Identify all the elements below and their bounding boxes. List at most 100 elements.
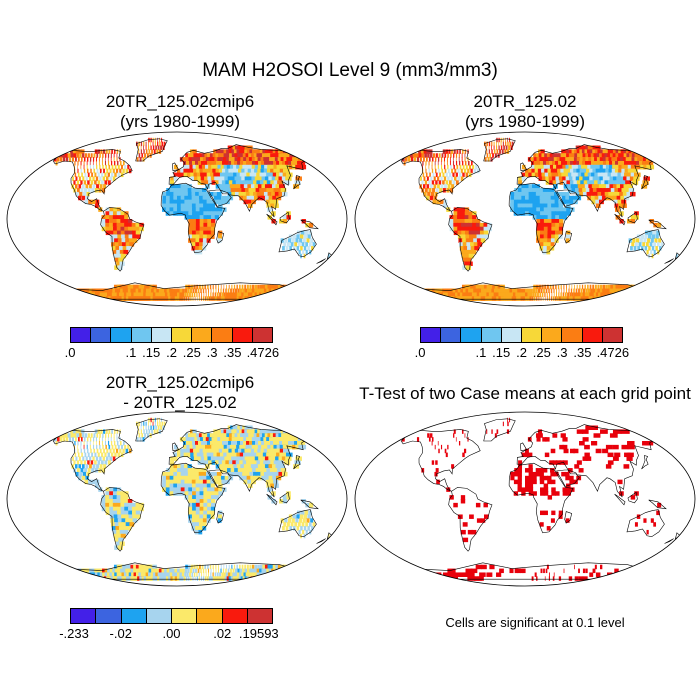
map-panel-case1 xyxy=(6,131,348,307)
panel-4-title: T-Test of two Case means at each grid po… xyxy=(350,384,700,404)
colorbar-swatch xyxy=(151,328,173,342)
panel-1-title: 20TR_125.02cmip6 (yrs 1980-1999) xyxy=(30,92,330,132)
coastline xyxy=(448,487,493,552)
coastline xyxy=(556,189,580,207)
coastline xyxy=(208,469,232,487)
coastline xyxy=(627,211,638,224)
figure-title: MAM H2OSOI Level 9 (mm3/mm3) xyxy=(202,60,498,81)
coastline xyxy=(135,138,168,162)
colorbar-swatch xyxy=(562,328,583,342)
coastline xyxy=(508,182,574,254)
colorbar-swatch xyxy=(172,609,198,623)
colorbar-tick-label: .35 xyxy=(223,345,242,360)
coastline xyxy=(627,491,638,504)
coastline xyxy=(316,258,326,264)
coastline xyxy=(564,231,573,244)
coastline xyxy=(626,509,665,538)
colorbar-swatch xyxy=(96,609,122,623)
coastline xyxy=(400,429,481,492)
colorbar-swatch xyxy=(542,328,563,342)
coastline xyxy=(641,175,649,190)
colorbar-swatch xyxy=(197,609,223,623)
coastline xyxy=(278,229,317,258)
coastline xyxy=(100,487,145,552)
colorbar-swatch xyxy=(247,609,272,623)
map-field-cells xyxy=(53,137,330,301)
colorbar-tick-label: .3 xyxy=(556,345,568,360)
coastline xyxy=(279,211,290,224)
coastline xyxy=(293,175,301,190)
colorbar-tick-label: .1 xyxy=(475,345,487,360)
coastline xyxy=(168,424,307,498)
map-field-cells xyxy=(401,137,678,301)
colorbar-tick-label: -.02 xyxy=(109,626,132,641)
colorbar-swatch xyxy=(212,328,233,342)
panel-2-title-line1: 20TR_125.02 xyxy=(473,92,577,111)
colorbar-swatch xyxy=(71,328,92,342)
coastline xyxy=(564,511,573,524)
coastline xyxy=(279,491,290,504)
coastline xyxy=(316,538,326,544)
coastline xyxy=(300,219,319,230)
coastline xyxy=(408,282,643,300)
colorbar-tick-label: .2 xyxy=(166,345,177,360)
map-border xyxy=(354,411,696,587)
panel-3-title: 20TR_125.02cmip6 - 20TR_125.02 xyxy=(30,373,330,413)
coastline xyxy=(172,162,180,172)
colorbar-tick-label: .02 xyxy=(213,626,232,641)
panel-2-title: 20TR_125.02 (yrs 1980-1999) xyxy=(370,92,680,132)
coastline xyxy=(648,499,667,510)
panel-1-title-line2: (yrs 1980-1999) xyxy=(119,112,240,131)
colorbar-tick-label: .19593 xyxy=(238,626,279,641)
colorbar-swatch xyxy=(131,328,152,342)
colorbar-swatch xyxy=(172,328,193,342)
coastline xyxy=(168,144,307,218)
coastline xyxy=(300,499,319,510)
panel-1-title-line1: 20TR_125.02cmip6 xyxy=(105,92,255,111)
coastline xyxy=(648,219,667,230)
coastline xyxy=(516,144,655,218)
colorbar-swatch xyxy=(252,328,273,342)
coastline xyxy=(278,509,317,538)
coastline xyxy=(400,149,481,212)
colorbar-tick-label: -.233 xyxy=(59,626,89,641)
coastline xyxy=(448,207,493,272)
colorbar-tick-label: .4726 xyxy=(246,345,280,360)
coastline xyxy=(508,462,574,534)
coastline xyxy=(626,229,665,258)
significance-note: Cells are significant at 0.1 level xyxy=(445,615,625,630)
coastline xyxy=(266,493,278,506)
colorbar-swatch xyxy=(421,328,442,342)
colorbar-swatch xyxy=(481,328,502,342)
coastline xyxy=(408,562,643,580)
colorbar-swatch xyxy=(146,609,172,623)
colorbar-difference xyxy=(70,608,273,624)
map-panel-ttest xyxy=(354,411,696,587)
map-border xyxy=(6,131,348,307)
panel-4-title-line1: T-Test of two Case means at each grid po… xyxy=(359,384,691,403)
coastline xyxy=(266,213,278,226)
colorbar-tick-label: .2 xyxy=(516,345,527,360)
coastline xyxy=(520,442,528,452)
coastline xyxy=(483,138,516,162)
panel-3-title-line2: - 20TR_125.02 xyxy=(123,393,237,412)
colorbar-case1 xyxy=(70,327,273,343)
coastline xyxy=(52,429,133,492)
colorbar-tick-label: .25 xyxy=(532,345,551,360)
colorbar-swatch xyxy=(232,328,253,342)
coastline xyxy=(135,418,168,442)
colorbar-tick-label: .0 xyxy=(64,345,76,360)
coastline xyxy=(52,149,133,212)
coastline xyxy=(100,207,145,272)
colorbar-tick-label: .1 xyxy=(125,345,137,360)
coastline xyxy=(160,462,226,534)
coastline xyxy=(208,189,232,207)
colorbar-swatch xyxy=(222,609,248,623)
coastline xyxy=(516,424,655,498)
coastline xyxy=(556,469,580,487)
colorbar-swatch xyxy=(582,328,603,342)
map-border xyxy=(354,131,696,307)
map-field-cells xyxy=(53,417,330,581)
coastline xyxy=(664,538,674,544)
